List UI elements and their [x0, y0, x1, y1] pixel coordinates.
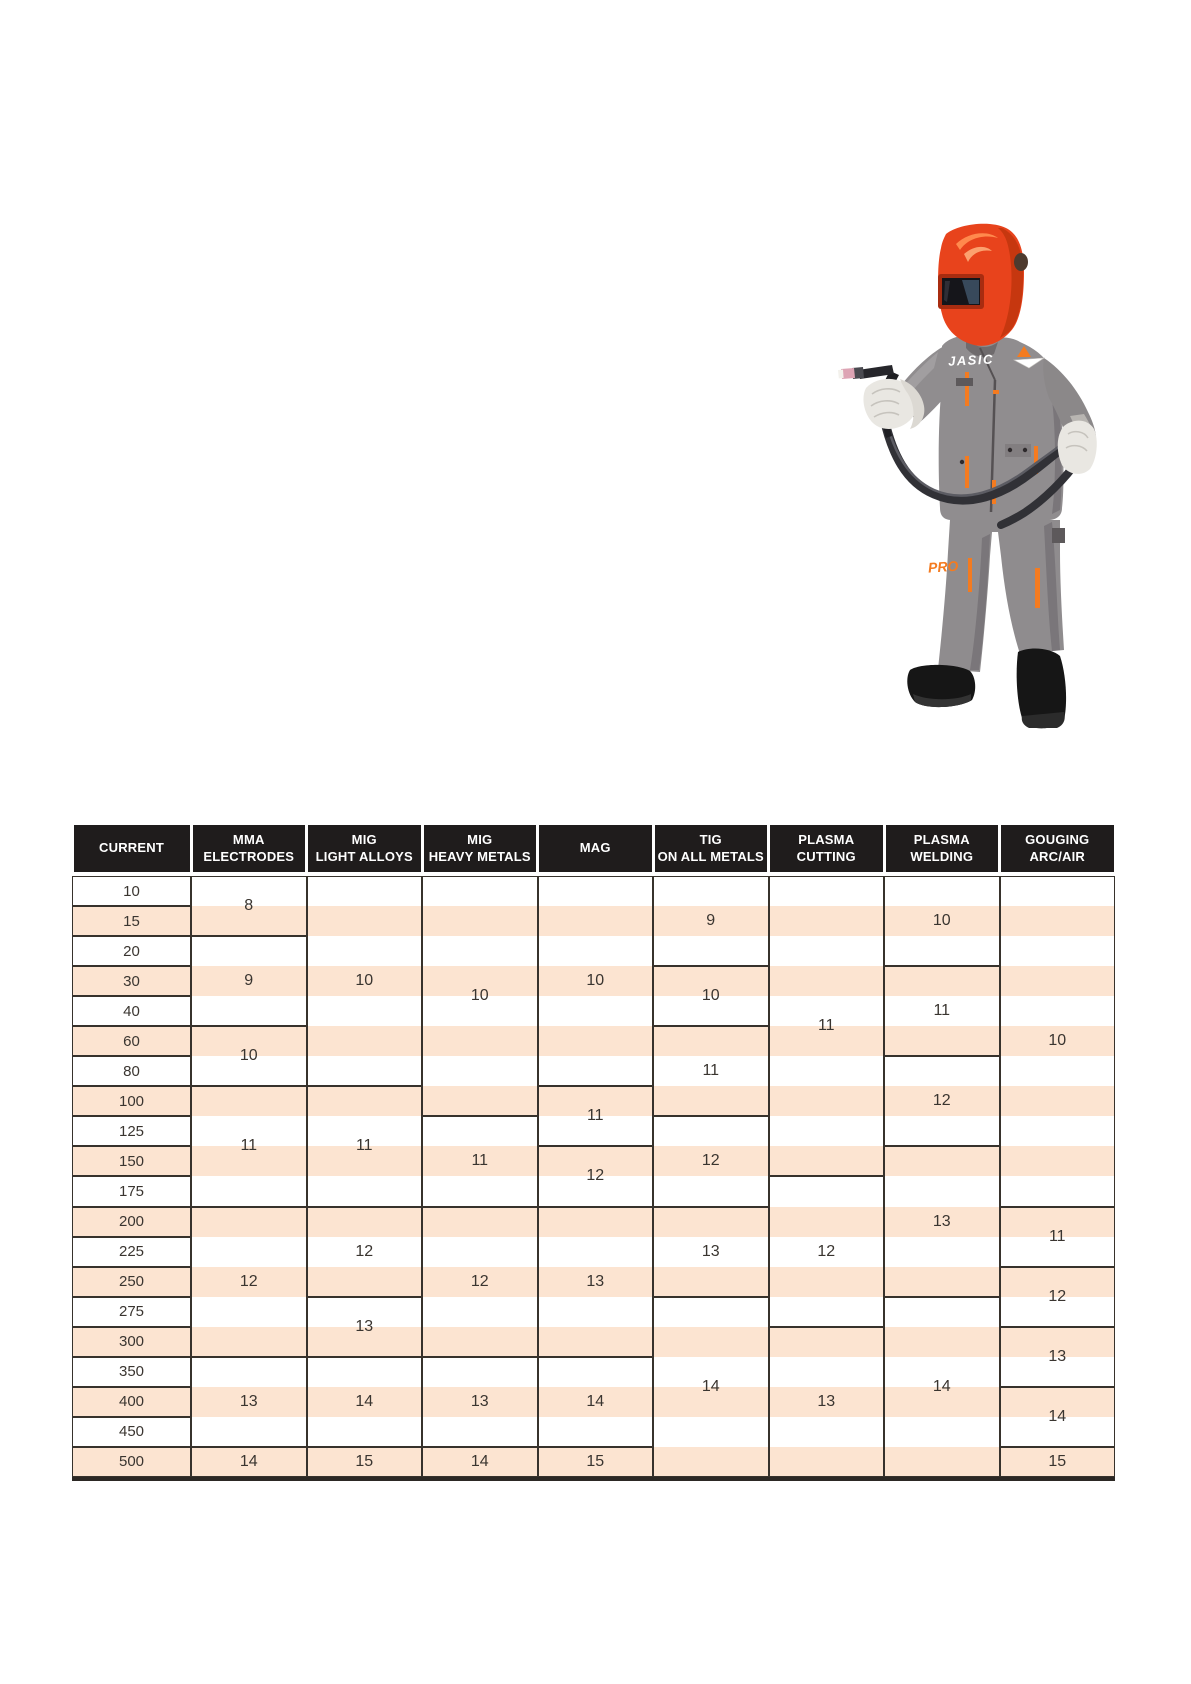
shade-cell-plasma-welding-275: 14 [884, 1296, 1000, 1477]
current-value-100: 100 [72, 1086, 191, 1117]
row-stripe-100 [72, 1086, 1115, 1117]
shade-cell-mig-light-alloys-275: 13 [306, 1296, 422, 1357]
current-value-175: 175 [72, 1176, 191, 1207]
shade-cell-plasma-cutting-300: 13 [768, 1326, 884, 1477]
left-glove [863, 378, 925, 429]
shade-cell-plasma-cutting-175: 12 [768, 1176, 884, 1327]
shade-cell-mig-light-alloys-100: 11 [306, 1086, 422, 1207]
row-stripe-300 [72, 1326, 1115, 1357]
welding-helmet [938, 223, 1028, 346]
pro-label-text: PRO [927, 558, 958, 576]
shade-cell-plasma-welding-80: 12 [884, 1056, 1000, 1147]
shade-cell-mig-light-alloys-10: 10 [306, 876, 422, 1087]
brand-pyramid-icon [1012, 346, 1046, 369]
shade-cell-gouging-arc-air-250: 12 [999, 1266, 1115, 1327]
shade-cell-mig-heavy-metals-125: 11 [422, 1116, 538, 1207]
shade-cell-mma-electrodes-20: 9 [191, 936, 307, 1027]
shade-cell-tig-on-all-metals-275: 14 [653, 1296, 769, 1477]
current-value-10: 10 [72, 876, 191, 907]
shade-cell-mig-heavy-metals-500: 14 [422, 1446, 538, 1477]
shade-cell-mag-150: 12 [537, 1146, 653, 1207]
row-stripe-200 [72, 1206, 1115, 1237]
shade-cell-mig-heavy-metals-350: 13 [422, 1356, 538, 1447]
shade-cell-tig-on-all-metals-60: 11 [653, 1026, 769, 1117]
column-header-mag: MAG [539, 825, 652, 872]
current-value-300: 300 [72, 1326, 191, 1357]
shade-cell-plasma-cutting-10: 11 [768, 876, 884, 1177]
current-value-125: 125 [72, 1116, 191, 1147]
shade-cell-gouging-arc-air-300: 13 [999, 1326, 1115, 1387]
shade-cell-mag-100: 11 [537, 1086, 653, 1147]
row-stripe-500 [72, 1446, 1115, 1477]
shade-cell-mma-electrodes-10: 8 [191, 876, 307, 937]
current-value-250: 250 [72, 1266, 191, 1297]
column-header-tig-on-all-metals: TIG ON ALL METALS [654, 825, 767, 872]
column-header-plasma-cutting: PLASMA CUTTING [770, 825, 883, 872]
current-value-150: 150 [72, 1146, 191, 1177]
welder-figure-illustration: JASIC PRO [838, 223, 1097, 729]
current-value-40: 40 [72, 996, 191, 1027]
shade-cell-mma-electrodes-500: 14 [191, 1446, 307, 1477]
current-value-30: 30 [72, 966, 191, 997]
current-value-400: 400 [72, 1386, 191, 1417]
product-photo: JASIC PRO [838, 222, 1100, 737]
shade-cell-mma-electrodes-350: 13 [191, 1356, 307, 1447]
row-stripe-400 [72, 1386, 1115, 1417]
shade-cell-plasma-welding-30: 11 [884, 966, 1000, 1057]
protective-suit: JASIC PRO [896, 335, 1096, 672]
shade-cell-mag-200: 13 [537, 1206, 653, 1357]
current-value-20: 20 [72, 936, 191, 967]
shade-cell-plasma-welding-10: 10 [884, 876, 1000, 967]
shade-cell-gouging-arc-air-400: 14 [999, 1386, 1115, 1447]
shade-cell-tig-on-all-metals-10: 9 [653, 876, 769, 967]
current-value-500: 500 [72, 1446, 191, 1477]
shade-cell-mig-heavy-metals-200: 12 [422, 1206, 538, 1357]
shade-cell-mma-electrodes-200: 12 [191, 1206, 307, 1357]
shade-cell-mag-500: 15 [537, 1446, 653, 1477]
row-stripe-30 [72, 966, 1115, 997]
row-stripe-15 [72, 906, 1115, 937]
shade-cell-tig-on-all-metals-125: 12 [653, 1116, 769, 1207]
welding-shade-table: CURRENT MMA ELECTRODES MIG LIGHT ALLOYS MIG HE… [72, 825, 1115, 1481]
current-value-200: 200 [72, 1206, 191, 1237]
shade-cell-mag-10: 10 [537, 876, 653, 1087]
shade-cell-mig-light-alloys-350: 14 [306, 1356, 422, 1447]
shade-cell-tig-on-all-metals-200: 13 [653, 1206, 769, 1297]
shade-cell-mma-electrodes-60: 10 [191, 1026, 307, 1087]
column-header-current: CURRENT [73, 825, 190, 872]
table-body-grid: 10 15 20 30 40 60 80 100 125 150 175 200 225 250 275 30… [72, 876, 1115, 1481]
boots [907, 648, 1067, 729]
current-value-225: 225 [72, 1236, 191, 1267]
column-header-mma-electrodes: MMA ELECTRODES [192, 825, 305, 872]
current-value-80: 80 [72, 1056, 191, 1087]
column-header-mig-light-alloys: MIG LIGHT ALLOYS [308, 825, 421, 872]
shade-cell-gouging-arc-air-10: 10 [999, 876, 1115, 1207]
helmet-side-knob [1014, 253, 1028, 271]
shade-cell-plasma-welding-150: 13 [884, 1146, 1000, 1297]
current-value-350: 350 [72, 1356, 191, 1387]
brand-logo-text: JASIC [948, 351, 995, 368]
current-value-60: 60 [72, 1026, 191, 1057]
current-value-450: 450 [72, 1416, 191, 1447]
row-stripe-250 [72, 1266, 1115, 1297]
row-stripe-60 [72, 1026, 1115, 1057]
shade-cell-mag-350: 14 [537, 1356, 653, 1447]
shade-cell-mig-light-alloys-500: 15 [306, 1446, 422, 1477]
table-header-row: CURRENT MMA ELECTRODES MIG LIGHT ALLOYS MIG HE… [72, 825, 1115, 872]
shade-cell-tig-on-all-metals-30: 10 [653, 966, 769, 1027]
shade-cell-mig-heavy-metals-10: 10 [422, 876, 538, 1117]
right-glove [1057, 420, 1097, 474]
row-stripe-150 [72, 1146, 1115, 1177]
torch-cable [879, 413, 1082, 529]
shade-cell-gouging-arc-air-500: 15 [999, 1446, 1115, 1477]
shade-cell-mma-electrodes-100: 11 [191, 1086, 307, 1207]
current-value-275: 275 [72, 1296, 191, 1327]
column-header-plasma-welding: PLASMA WELDING [885, 825, 998, 872]
column-header-gouging-arc-air: GOUGING ARC/AIR [1001, 825, 1114, 872]
column-header-mig-heavy-metals: MIG HEAVY METALS [423, 825, 536, 872]
shade-cell-mig-light-alloys-200: 12 [306, 1206, 422, 1297]
shade-cell-gouging-arc-air-200: 11 [999, 1206, 1115, 1267]
current-value-15: 15 [72, 906, 191, 937]
